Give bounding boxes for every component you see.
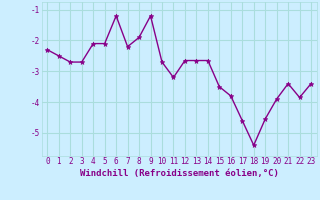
X-axis label: Windchill (Refroidissement éolien,°C): Windchill (Refroidissement éolien,°C) bbox=[80, 169, 279, 178]
